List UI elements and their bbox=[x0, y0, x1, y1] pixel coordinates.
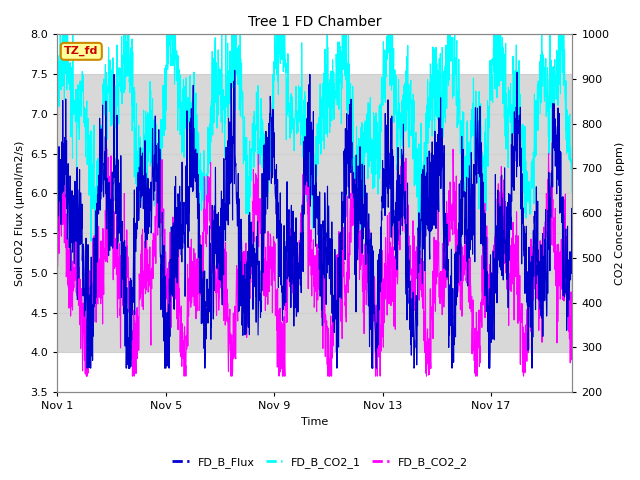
Legend: FD_B_Flux, FD_B_CO2_1, FD_B_CO2_2: FD_B_Flux, FD_B_CO2_1, FD_B_CO2_2 bbox=[168, 452, 472, 472]
X-axis label: Time: Time bbox=[301, 417, 328, 427]
Y-axis label: CO2 Concentration (ppm): CO2 Concentration (ppm) bbox=[615, 142, 625, 285]
Bar bbox=[58, 74, 572, 352]
Y-axis label: Soil CO2 Flux (μmol/m2/s): Soil CO2 Flux (μmol/m2/s) bbox=[15, 141, 25, 286]
Title: Tree 1 FD Chamber: Tree 1 FD Chamber bbox=[248, 15, 381, 29]
Text: TZ_fd: TZ_fd bbox=[64, 46, 99, 57]
